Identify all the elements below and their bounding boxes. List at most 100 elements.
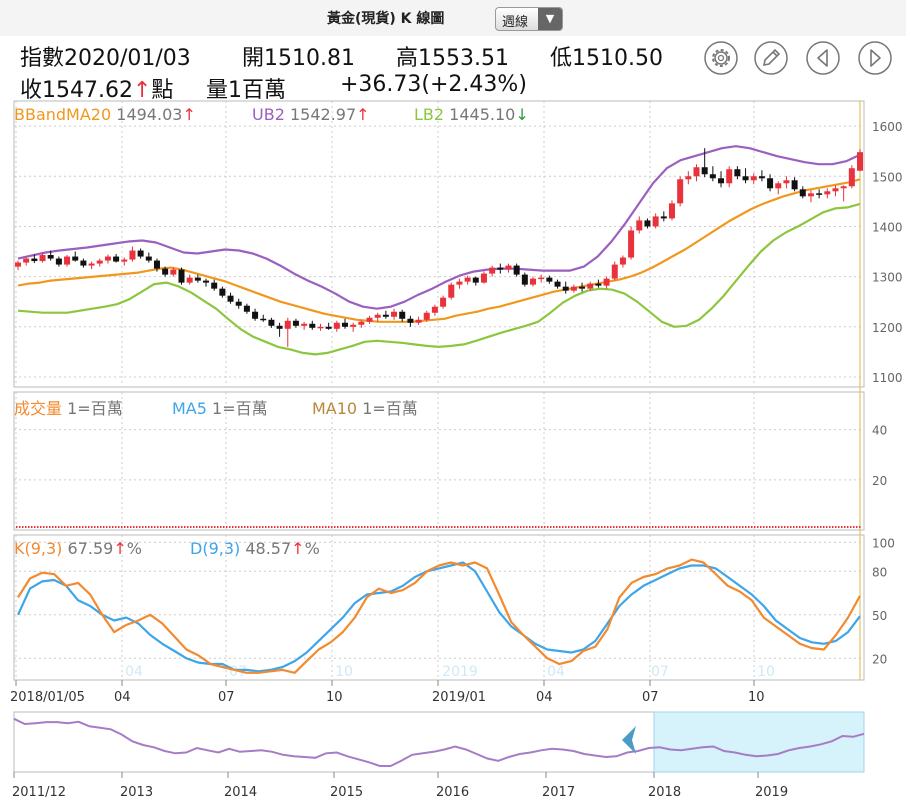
open-label: 開1510.81	[242, 46, 355, 71]
candle-body	[709, 174, 716, 179]
candle-body	[129, 250, 136, 260]
candle-body	[235, 301, 242, 306]
gear-icon[interactable]	[704, 41, 738, 75]
candle-body	[203, 280, 210, 283]
legend-ma5: MA5 1=百萬	[172, 399, 268, 418]
candle-body	[758, 176, 765, 179]
candle-body	[562, 286, 569, 291]
candle-body	[88, 263, 95, 266]
x-axis-tick-label: 04	[114, 690, 131, 705]
chevron-right-icon[interactable]	[858, 41, 892, 75]
candle-body	[464, 277, 471, 282]
navigator-year-label: 2016	[436, 785, 469, 800]
chevron-left-icon[interactable]	[806, 41, 840, 75]
candle-body	[554, 281, 561, 287]
candle-body	[701, 167, 708, 175]
high-label: 高1553.51	[396, 46, 509, 71]
x-axis-tick-label: 07	[218, 690, 235, 705]
candle-body	[505, 265, 512, 270]
legend-bband: BBandMA20 1494.03↑	[14, 105, 196, 124]
volume-label: 量1百萬	[206, 78, 286, 103]
candle-body	[55, 258, 62, 265]
d-line	[16, 561, 861, 673]
volume-axis-tick-label: 20	[872, 474, 887, 488]
candle-body	[39, 255, 46, 262]
candle-body	[848, 168, 855, 187]
candle-body	[521, 274, 528, 285]
candle-body	[137, 250, 144, 257]
candle-body	[824, 191, 831, 195]
pencil-icon[interactable]	[754, 41, 788, 75]
navigator-year-label: 2015	[330, 785, 363, 800]
candle-body	[530, 278, 537, 285]
candle-body	[145, 256, 152, 261]
navigator-year-label: 2014	[224, 785, 257, 800]
chevron-down-icon[interactable]: ▼	[538, 8, 562, 30]
navigator-line	[13, 717, 865, 767]
candle-body	[211, 282, 218, 289]
candle-body	[170, 269, 177, 275]
candle-body	[333, 322, 340, 329]
x-axis-tick-label: 07	[642, 690, 659, 705]
bband-ma20-line	[17, 178, 861, 323]
price-axis-tick-label: 1600	[872, 120, 903, 134]
navigator-year-label: 2019	[755, 785, 788, 800]
candle-body	[31, 258, 38, 262]
kd-axis-tick-label: 20	[872, 652, 887, 666]
price-axis-tick-label: 1300	[872, 271, 903, 285]
candle-body	[243, 305, 250, 312]
candle-body	[341, 322, 348, 327]
period-select[interactable]: 週線 ▼	[495, 7, 563, 31]
candle-body	[104, 256, 111, 261]
candle-body	[64, 256, 71, 265]
candle-body	[407, 318, 414, 323]
close-label: 收1547.62↑點	[20, 78, 174, 103]
page-title: 黃金(現貨) K 線圖	[327, 11, 445, 27]
legend-d: D(9,3) 48.57↑%	[190, 539, 320, 558]
candle-body	[121, 259, 128, 262]
candle-body	[292, 320, 299, 326]
candle-body	[587, 283, 594, 289]
candle-body	[366, 317, 373, 322]
candle-body	[178, 269, 185, 283]
kd-axis-tick-label: 100	[872, 536, 895, 550]
candle-body	[807, 193, 814, 197]
panel-kd	[13, 534, 865, 681]
candle-body	[497, 267, 504, 270]
candle-body	[276, 325, 283, 329]
price-axis-tick-label: 1100	[872, 371, 903, 385]
ub-line	[17, 145, 861, 310]
candle-body	[603, 278, 610, 286]
period-select-label: 週線	[502, 15, 529, 30]
panel-vol	[13, 391, 865, 531]
candle-body	[382, 314, 389, 317]
candle-body	[595, 283, 602, 286]
candle-body	[391, 311, 398, 317]
kd-watermark-label: 04	[125, 664, 143, 680]
date-label: 指數2020/01/03	[20, 46, 191, 71]
candle-body	[358, 321, 365, 325]
candle-body	[415, 319, 422, 323]
candle-body	[301, 323, 308, 326]
candle-body	[767, 178, 774, 189]
navigator-year-label: 2018	[648, 785, 681, 800]
kd-watermark-label: 10	[757, 664, 775, 680]
candle-body	[440, 297, 447, 307]
candle-body	[96, 260, 103, 264]
top-bar: 黃金(現貨) K 線圖 週線 ▼	[0, 0, 906, 36]
candle-body	[513, 265, 520, 275]
candle-body	[628, 230, 635, 258]
change-label: +36.73(+2.43%)	[340, 72, 527, 97]
navigator-year-label: 2011/12	[12, 785, 66, 800]
candle-body	[162, 268, 169, 275]
candle-body	[15, 262, 21, 267]
candle-body	[489, 267, 496, 274]
candle-body	[260, 318, 267, 321]
candle-body	[113, 256, 120, 262]
candle-body	[816, 193, 823, 195]
legend-ma10: MA10 1=百萬	[312, 399, 418, 418]
candle-body	[186, 277, 193, 283]
navigator-handle-left-icon[interactable]	[622, 726, 636, 754]
candle-body	[799, 189, 806, 197]
